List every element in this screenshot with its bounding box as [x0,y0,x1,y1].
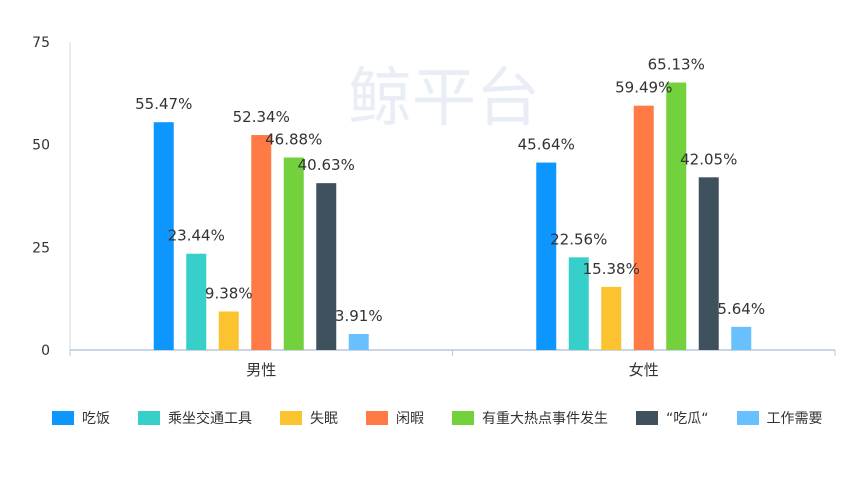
legend-label: 工作需要 [766,411,823,427]
bar [731,326,752,350]
y-tick-label: 25 [32,240,50,256]
data-label: 46.88% [265,130,322,148]
y-tick-label: 0 [41,343,50,359]
bar [536,162,557,350]
legend-item[interactable]: 闲暇 [366,408,424,428]
legend: 吃饭 乘坐交通工具 失眠 闲暇 有重大热点事件发生 “吃瓜“ 工作需要 [52,408,842,428]
legend-item[interactable]: 吃饭 [52,408,110,428]
legend-item[interactable]: 有重大热点事件发生 [452,408,608,428]
data-label: 52.34% [233,108,290,126]
legend-label: 乘坐交通工具 [168,411,252,427]
legend-item[interactable]: 工作需要 [736,408,823,428]
y-tick-label: 50 [32,138,50,154]
legend-swatch [280,411,302,425]
data-label: 40.63% [298,156,355,174]
bar [153,122,174,350]
data-label: 45.64% [518,136,575,154]
data-label: 22.56% [550,230,607,248]
legend-swatch [138,411,160,425]
data-label: 5.64% [717,300,765,318]
x-category-label: 女性 [629,361,659,379]
legend-swatch [452,411,474,425]
data-label: 15.38% [583,260,640,278]
data-label: 65.13% [648,56,705,74]
data-labels: 55.47% 23.44% 9.38% 52.34% 46.88% 40.63% 3.91%… [135,56,765,325]
bar [186,253,207,350]
data-label: 23.44% [168,227,225,245]
bar [666,82,687,350]
bar [348,333,369,350]
data-label: 42.05% [680,150,737,168]
bar [218,311,239,350]
legend-swatch [736,411,759,425]
watermark: 鲸平台 [348,62,540,136]
legend-label: 失眠 [310,411,338,427]
x-category-label: 男性 [246,361,276,379]
legend-label: “吃瓜“ [666,411,709,427]
legend-item[interactable]: “吃瓜“ [636,408,709,428]
legend-swatch [636,411,658,425]
legend-item[interactable]: 失眠 [280,408,338,428]
legend-item[interactable]: 乘坐交通工具 [138,408,252,428]
legend-swatch [52,411,74,425]
bars [153,82,752,350]
bar [698,177,719,350]
data-label: 59.49% [615,79,672,97]
bar [601,286,622,350]
bar [316,183,337,350]
bar-chart: 鲸平台 0 25 50 75 男性 女性 55.47% 23.44% 9.38% 52.34% 4… [32,35,836,379]
bar [283,157,304,350]
data-label: 9.38% [205,284,253,302]
data-label: 55.47% [135,95,192,113]
bar [251,135,272,350]
data-label: 3.91% [335,307,383,325]
legend-label: 闲暇 [396,411,424,427]
y-tick-label: 75 [32,35,50,51]
legend-label: 吃饭 [82,411,110,427]
legend-label: 有重大热点事件发生 [482,411,608,427]
bar [633,105,654,350]
legend-swatch [366,411,388,425]
bar [568,257,589,350]
